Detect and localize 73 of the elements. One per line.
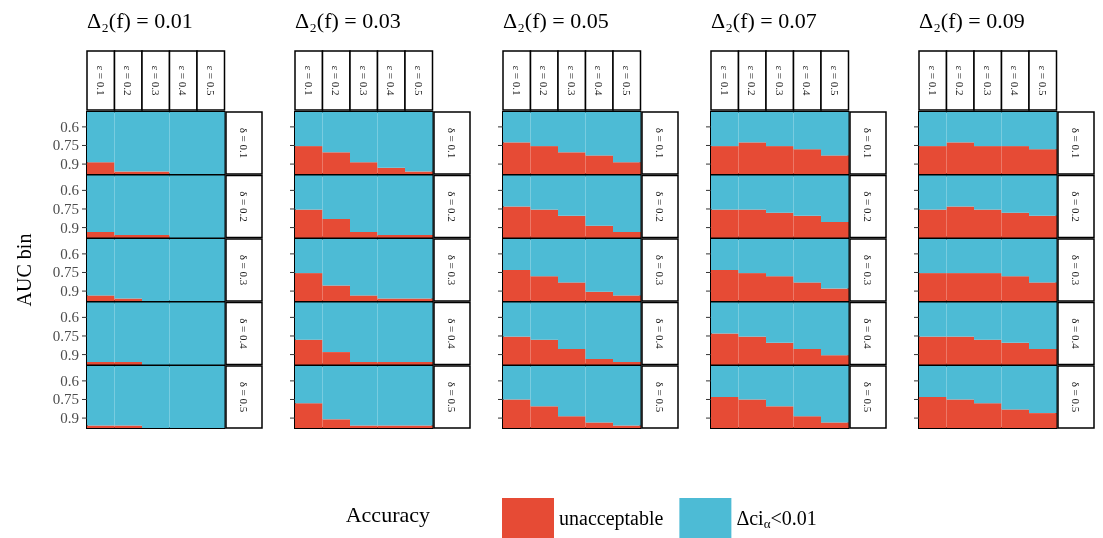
y2-axis-title: δ = 0.1 — [1070, 127, 1082, 159]
text: 0.9 — [60, 219, 79, 236]
legend-label: unacceptable — [559, 507, 664, 530]
x-tick-label: ε = 0.2 — [746, 65, 759, 96]
y2-axis-title: δ = 0.5 — [654, 381, 666, 413]
text: 0.9 — [60, 410, 79, 427]
y2-axis-title: δ = 0.2 — [862, 191, 874, 222]
y2-axis-title: δ = 0.5 — [862, 381, 874, 413]
text: 0.6 — [60, 182, 80, 199]
chart-title: Δ₂(f) = 0.05 — [503, 7, 609, 33]
x-tick-label: ε = 0.1 — [718, 65, 731, 96]
text: 0.9 — [60, 283, 79, 300]
text: 0.75 — [52, 327, 79, 344]
y2-axis-title: δ = 0.5 — [238, 381, 250, 413]
y2-axis-title: δ = 0.4 — [654, 318, 666, 350]
x-tick-label: ε = 0.4 — [385, 65, 398, 97]
chart-title: Δ₂(f) = 0.09 — [919, 7, 1025, 33]
y2-axis-title: δ = 0.2 — [1070, 191, 1082, 222]
x-tick-label: ε = 0.5 — [412, 65, 425, 97]
y2-axis-title: δ = 0.1 — [654, 127, 666, 159]
x-tick-label: ε = 0.3 — [981, 65, 994, 97]
x-tick-label: ε = 0.5 — [1036, 65, 1049, 97]
x-tick-label: ε = 0.5 — [828, 65, 841, 97]
y2-axis-title: δ = 0.3 — [238, 254, 250, 286]
y2-axis-title: δ = 0.1 — [446, 127, 458, 159]
x-tick-label: ε = 0.2 — [122, 65, 135, 96]
y2-axis-title: δ = 0.4 — [446, 318, 458, 350]
y2-axis-title: δ = 0.3 — [1070, 254, 1082, 286]
x-tick-label: ε = 0.3 — [149, 65, 162, 97]
x-tick-label: ε = 0.2 — [330, 65, 343, 96]
y2-axis-title: δ = 0.5 — [446, 381, 458, 413]
x-tick-label: ε = 0.1 — [94, 65, 107, 96]
x-tick-label: ε = 0.3 — [357, 65, 370, 97]
y2-axis-title: δ = 0.3 — [654, 254, 666, 286]
x-tick-label: ε = 0.1 — [302, 65, 315, 96]
y2-axis-title: δ = 0.2 — [238, 191, 250, 222]
x-tick-label: ε = 0.3 — [773, 65, 786, 97]
y2-axis-title: δ = 0.4 — [238, 318, 250, 350]
text: 0.6 — [60, 245, 80, 262]
y2-axis-title: δ = 0.1 — [862, 127, 874, 159]
y2-axis-title: δ = 0.5 — [1070, 381, 1082, 413]
x-tick-label: ε = 0.3 — [565, 65, 578, 97]
chart-title: Δ₂(f) = 0.03 — [295, 7, 401, 33]
text: 0.75 — [52, 137, 79, 154]
y2-axis-title: δ = 0.4 — [1070, 318, 1082, 350]
legend-title: Accuracy — [345, 501, 430, 527]
x-tick-label: ε = 0.2 — [538, 65, 551, 96]
x-tick-label: ε = 0.2 — [954, 65, 967, 96]
text: 0.75 — [52, 391, 79, 408]
y2-axis-title: δ = 0.2 — [446, 191, 458, 222]
x-tick-label: ε = 0.5 — [620, 65, 633, 97]
x-tick-label: ε = 0.4 — [801, 65, 814, 97]
chart-title: Δ₂(f) = 0.01 — [87, 7, 193, 33]
x-tick-label: ε = 0.1 — [510, 65, 523, 96]
x-tick-label: ε = 0.1 — [926, 65, 939, 96]
text: 0.75 — [52, 200, 79, 217]
y2-axis-title: δ = 0.3 — [446, 254, 458, 286]
x-tick-label: ε = 0.5 — [204, 65, 217, 97]
text: 0.9 — [60, 156, 79, 173]
y2-axis-title: δ = 0.2 — [654, 191, 666, 222]
text: 0.6 — [60, 309, 80, 326]
text: 0.9 — [60, 346, 79, 363]
y2-axis-title: δ = 0.1 — [238, 127, 250, 159]
x-tick-label: ε = 0.4 — [177, 65, 190, 97]
text: 0.75 — [52, 264, 79, 281]
x-tick-label: ε = 0.4 — [1009, 65, 1022, 97]
text: 0.6 — [60, 118, 80, 135]
chart-title: Δ₂(f) = 0.07 — [711, 7, 817, 33]
text: 0.6 — [60, 372, 80, 389]
y2-axis-title: δ = 0.3 — [862, 254, 874, 286]
x-tick-label: ε = 0.4 — [593, 65, 606, 97]
y2-axis-title: δ = 0.4 — [862, 318, 874, 350]
y-axis-title: AUC bin — [13, 233, 35, 307]
